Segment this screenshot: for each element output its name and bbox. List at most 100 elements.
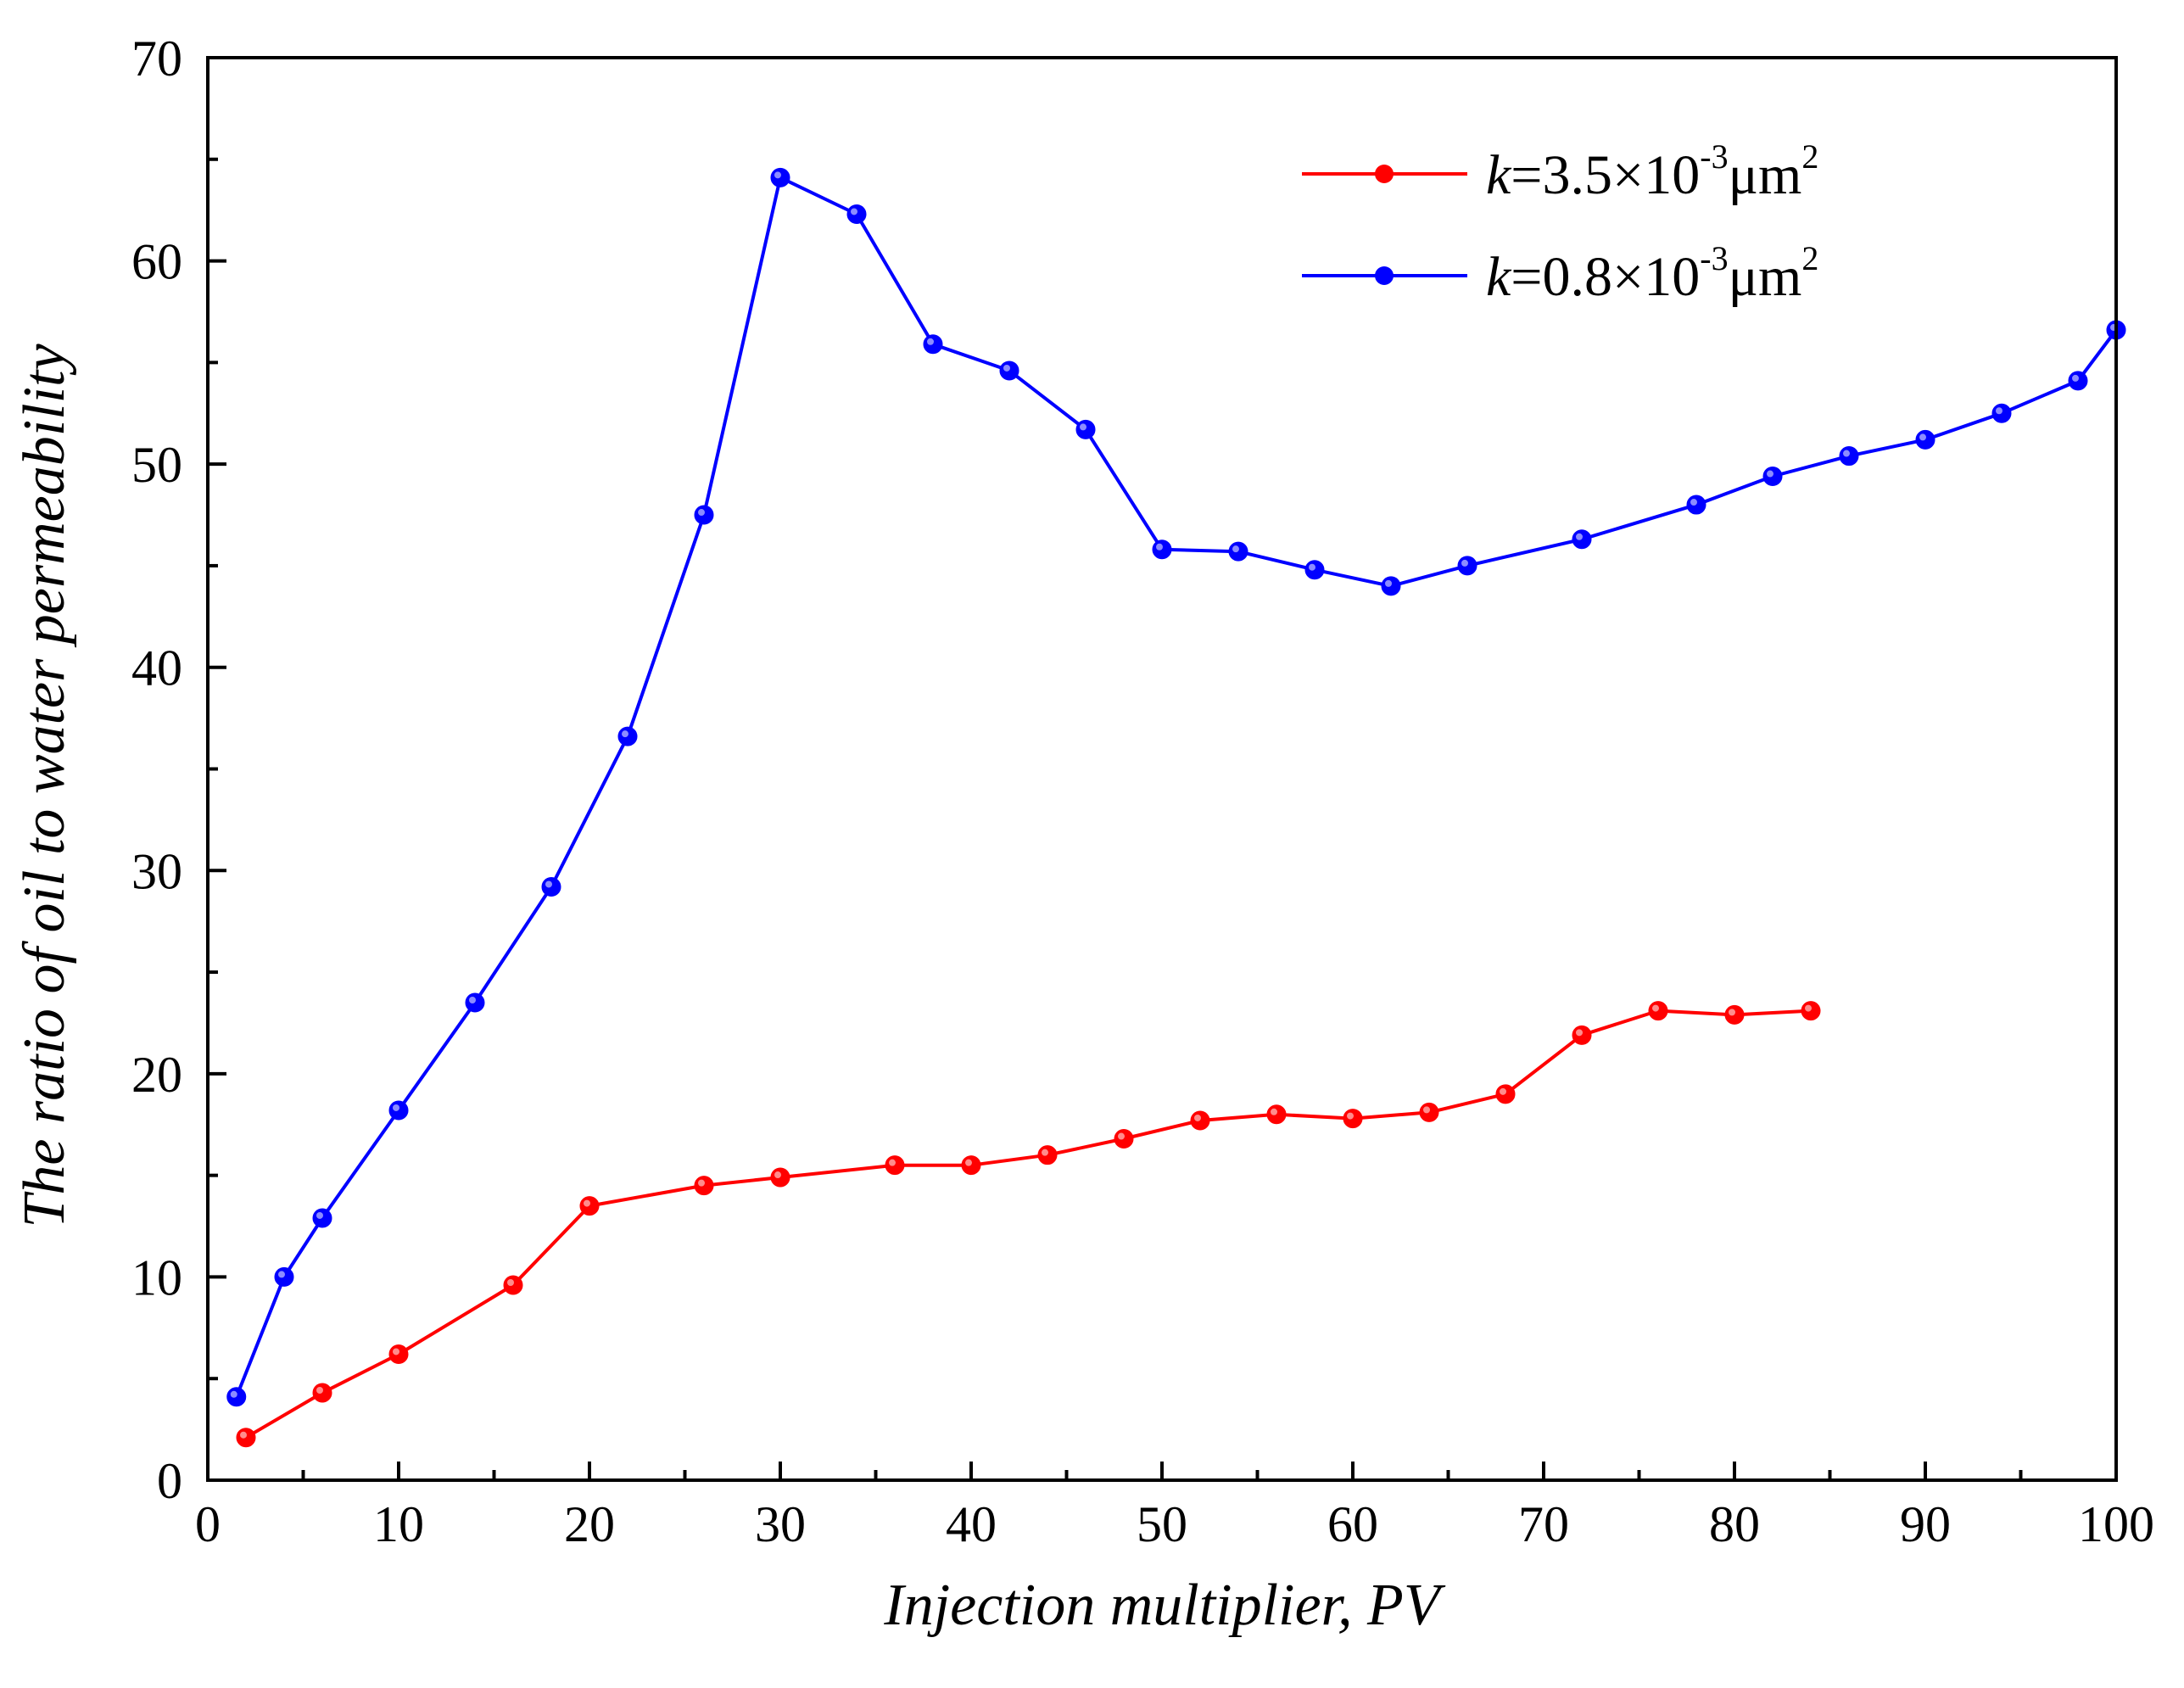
- x-tick-label: 50: [1137, 1496, 1187, 1552]
- data-point: [465, 992, 485, 1013]
- data-point-highlight: [1690, 499, 1697, 506]
- legend-marker: [1375, 266, 1394, 285]
- data-point-highlight: [393, 1104, 399, 1111]
- legend-label: k=0.8×10-3μm2: [1486, 239, 1818, 308]
- x-tick-label: 80: [1709, 1496, 1760, 1552]
- data-point: [770, 1167, 790, 1188]
- data-point: [1457, 556, 1477, 576]
- data-point: [1152, 539, 1172, 560]
- data-point: [617, 726, 638, 746]
- data-point-highlight: [1652, 1004, 1659, 1012]
- data-point: [503, 1275, 523, 1295]
- x-axis-title: Injection multiplier, PV: [883, 1573, 1445, 1638]
- y-tick-label: 30: [131, 843, 182, 899]
- data-point-highlight: [1347, 1112, 1354, 1120]
- legend-label: k=3.5×10-3μm2: [1486, 137, 1818, 206]
- data-point: [1572, 1025, 1592, 1045]
- legend-label-part: -3: [1700, 137, 1728, 176]
- data-point: [1304, 560, 1325, 580]
- plot-series: [226, 167, 2126, 1448]
- data-point-highlight: [1843, 450, 1850, 457]
- series-2: [226, 167, 2126, 1407]
- data-point-highlight: [584, 1199, 590, 1207]
- data-point: [999, 361, 1019, 381]
- data-point-highlight: [698, 1179, 705, 1187]
- data-point-highlight: [965, 1159, 972, 1166]
- data-point: [1915, 429, 1935, 450]
- data-point-highlight: [1080, 423, 1086, 431]
- data-point-highlight: [316, 1211, 323, 1219]
- data-point: [274, 1266, 294, 1287]
- data-point-highlight: [230, 1390, 237, 1398]
- legend-item-1: k=3.5×10-3μm2: [1302, 137, 1818, 206]
- data-point-highlight: [2072, 374, 2079, 382]
- series-1: [236, 1001, 1821, 1448]
- data-point-highlight: [1271, 1108, 1277, 1115]
- legend-label-part: =3.5×10: [1511, 144, 1700, 206]
- data-point: [1114, 1129, 1134, 1149]
- data-point-highlight: [889, 1159, 896, 1166]
- data-point-highlight: [1194, 1114, 1201, 1121]
- data-point: [1801, 1001, 1821, 1021]
- data-point-highlight: [774, 1171, 781, 1179]
- data-point: [1762, 467, 1783, 487]
- x-tick-label: 40: [946, 1496, 997, 1552]
- x-tick-label: 70: [1518, 1496, 1569, 1552]
- data-point: [694, 505, 714, 525]
- data-point-highlight: [1156, 543, 1163, 551]
- axes: 0 10 20 30 40 50 60 70 80 90 100 0 10 20 30 40 50 60 70: [131, 31, 2154, 1552]
- data-point-highlight: [1423, 1106, 1430, 1114]
- x-tick-label: 100: [2078, 1496, 2154, 1552]
- data-point: [1686, 495, 1706, 515]
- data-point-highlight: [240, 1431, 247, 1439]
- x-tick-label: 30: [755, 1496, 806, 1552]
- data-point: [1228, 541, 1248, 562]
- x-tick-label: 20: [564, 1496, 615, 1552]
- data-point-highlight: [1385, 579, 1392, 587]
- data-point: [312, 1208, 332, 1228]
- data-point-highlight: [1042, 1149, 1048, 1156]
- data-point: [923, 334, 943, 355]
- legend-marker: [1375, 165, 1394, 183]
- data-point: [1037, 1145, 1058, 1165]
- data-point-highlight: [1805, 1004, 1812, 1012]
- data-point: [1343, 1109, 1363, 1129]
- data-point: [1419, 1102, 1439, 1122]
- data-point-highlight: [316, 1386, 323, 1394]
- data-point-highlight: [507, 1279, 514, 1287]
- data-point: [579, 1196, 600, 1216]
- legend-label-part: -3: [1700, 239, 1728, 277]
- data-point-highlight: [622, 730, 628, 738]
- data-point: [236, 1428, 256, 1448]
- data-point-highlight: [1919, 433, 1926, 441]
- data-point: [885, 1155, 905, 1176]
- data-point-highlight: [1309, 563, 1315, 571]
- x-tick-label: 10: [373, 1496, 424, 1552]
- legend-item-2: k=0.8×10-3μm2: [1302, 239, 1818, 308]
- y-tick-label: 70: [131, 31, 182, 87]
- data-point: [1381, 576, 1401, 596]
- series-line: [244, 1009, 1812, 1439]
- data-point: [1839, 446, 1859, 467]
- data-point: [388, 1344, 409, 1364]
- y-tick-label: 50: [131, 437, 182, 493]
- data-point: [846, 204, 867, 224]
- data-point-highlight: [851, 208, 857, 215]
- data-point-highlight: [278, 1271, 285, 1278]
- data-point: [770, 167, 790, 187]
- y-tick-label: 60: [131, 234, 182, 290]
- y-axis-title: The ratio of oil to water permeability: [12, 343, 77, 1227]
- data-point: [312, 1383, 332, 1403]
- data-point-highlight: [698, 509, 705, 517]
- legend: k=3.5×10-3μm2 k=0.8×10-3μm2: [1302, 137, 1818, 308]
- data-point-highlight: [393, 1348, 399, 1355]
- x-tick-label: 90: [1900, 1496, 1951, 1552]
- legend-label-part: 2: [1801, 137, 1818, 176]
- data-point: [1075, 419, 1096, 439]
- legend-label-part: =0.8×10: [1511, 246, 1700, 308]
- legend-label-part: μm: [1729, 144, 1802, 206]
- y-tick-label: 20: [131, 1047, 182, 1103]
- data-point: [1572, 529, 1592, 550]
- data-point: [1266, 1104, 1287, 1125]
